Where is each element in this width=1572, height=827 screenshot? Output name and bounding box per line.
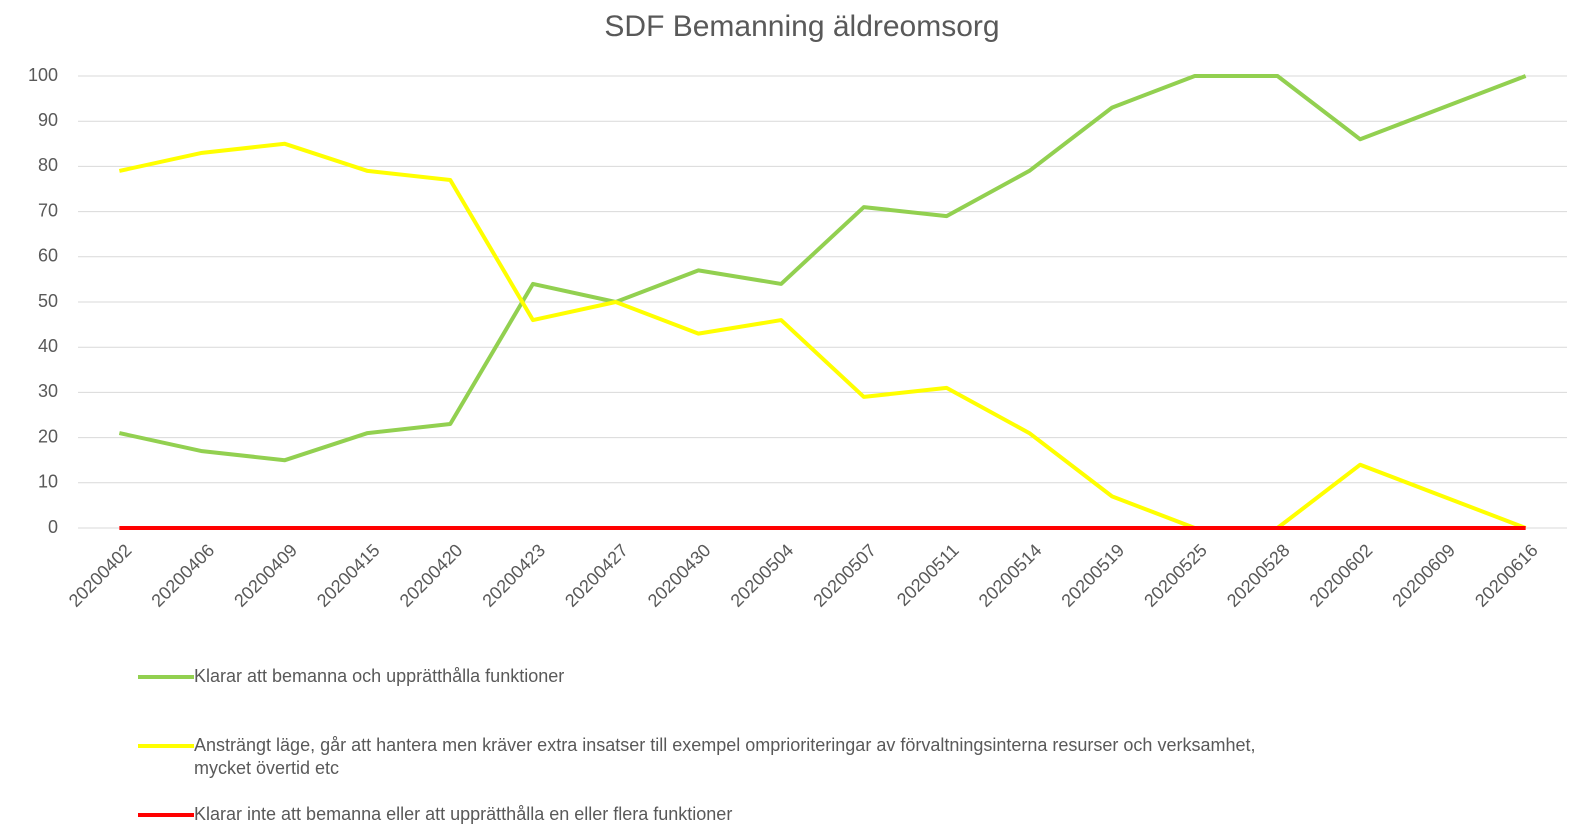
x-tick-label: 20200528 [1223,540,1294,611]
legend-swatch [138,813,194,817]
legend-entry: Klarar att bemanna och upprätthålla funk… [138,665,1298,688]
x-tick-label: 20200507 [809,540,880,611]
x-tick-label: 20200511 [893,540,963,610]
x-tick-label: 20200420 [396,540,467,611]
legend-label: Klarar inte att bemanna eller att upprät… [194,804,733,824]
legend-entry: Ansträngt läge, går att hantera men kräv… [138,734,1298,780]
legend-label: Ansträngt läge, går att hantera men kräv… [194,735,1256,778]
chart: SDF Bemanning äldreomsorg 0 10 20 30 40 50 60 7… [28,10,1567,611]
x-tick-label: 20200514 [975,540,1046,611]
x-tick-label: 20200430 [644,540,715,611]
y-tick-label: 10 [38,472,58,492]
x-tick-label: 20200406 [147,540,218,611]
x-tick-label: 20200525 [1140,540,1211,611]
y-tick-label: 0 [48,517,58,537]
series-line [118,141,1527,530]
x-tick-label: 20200402 [65,540,136,611]
y-tick-label: 80 [38,155,58,175]
legend-label: Klarar att bemanna och upprätthålla funk… [194,666,565,686]
y-tick-label: 70 [38,200,58,220]
series-line [118,74,1527,463]
y-tick-label: 20 [38,426,58,446]
chart-title: SDF Bemanning äldreomsorg [604,10,999,43]
legend-swatch [138,675,194,679]
x-tick-label: 20200519 [1057,540,1128,611]
x-tick-label: 20200423 [478,540,549,611]
x-tick-label: 20200409 [230,540,301,611]
x-tick-label: 20200602 [1306,540,1377,611]
x-tick-label: 20200609 [1388,540,1459,611]
x-tick-label: 20200616 [1471,540,1542,611]
y-tick-label: 40 [38,336,58,356]
y-tick-label: 50 [38,291,58,311]
y-tick-label: 90 [38,110,58,130]
y-tick-label: 30 [38,381,58,401]
legend-swatch [138,744,194,748]
y-tick-label: 60 [38,246,58,266]
x-tick-label: 20200415 [313,540,384,611]
legend-entry: Klarar inte att bemanna eller att upprät… [138,803,1298,826]
y-tick-label: 100 [28,65,58,85]
x-tick-label: 20200427 [561,540,632,611]
x-tick-label: 20200504 [727,540,798,611]
